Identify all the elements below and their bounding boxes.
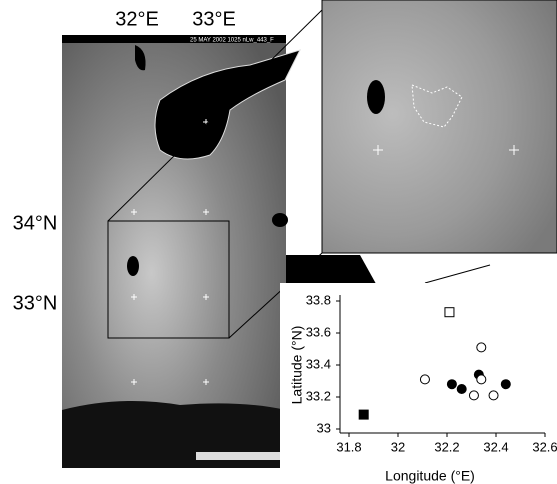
x-tick-label: 32.2 [434, 439, 459, 454]
x-tick-label: 31.8 [336, 439, 361, 454]
image-header: 25 MAY 2002 1025 nLw_443_F [190, 38, 274, 44]
point [477, 375, 486, 384]
x-tick-label: 32.6 [532, 439, 557, 454]
lat-label: 33°N [13, 292, 58, 314]
y-tick-label: 33.6 [306, 324, 331, 339]
lon-label: 32°E [115, 8, 159, 30]
point [457, 385, 466, 394]
y-tick-label: 33.8 [306, 292, 331, 307]
lon-label: 33°E [192, 8, 236, 30]
x-axis-label: Longitude (°E) [385, 468, 475, 484]
point [420, 375, 429, 384]
plot-background [280, 283, 557, 484]
y-axis-label: Latitude (°N) [289, 326, 305, 405]
figure: 25 MAY 2002 1025 nLw_443_F 32°E 33°E 34°… [0, 0, 557, 484]
point [477, 343, 486, 352]
y-tick-label: 33 [317, 420, 331, 435]
point [469, 391, 478, 400]
point [445, 308, 454, 317]
x-tick-label: 32 [391, 439, 405, 454]
x-tick-label: 32.4 [483, 439, 508, 454]
point [359, 410, 368, 419]
lat-label: 34°N [13, 212, 58, 234]
point [447, 380, 456, 389]
y-tick-label: 33.4 [306, 356, 331, 371]
point [501, 380, 510, 389]
point [489, 391, 498, 400]
y-tick-label: 33.2 [306, 388, 331, 403]
